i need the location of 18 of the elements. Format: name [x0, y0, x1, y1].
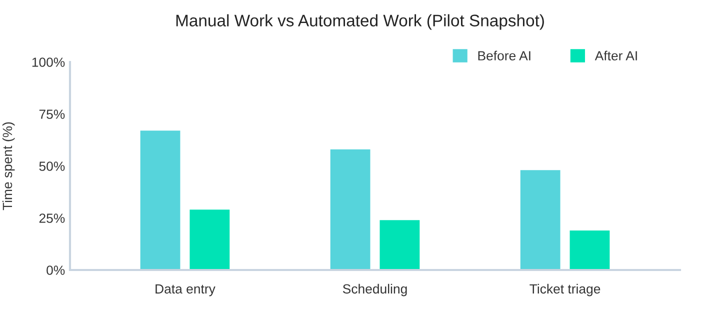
legend-label: After AI [594, 50, 637, 60]
legend-label: Before AI [478, 50, 530, 60]
bar [520, 170, 560, 270]
y-tick-label: 75% [39, 110, 65, 119]
bar [380, 220, 420, 270]
bar [330, 149, 370, 270]
bar [190, 210, 230, 270]
y-tick-label: 25% [39, 214, 65, 223]
x-tick-label: Scheduling [342, 284, 407, 296]
bar [570, 230, 610, 270]
y-tick-label: 50% [39, 162, 65, 171]
chart-title: Manual Work vs Automated Work (Pilot Snapshot) [176, 14, 544, 30]
bar [140, 130, 180, 270]
y-axis-title: Time spent (%) [2, 122, 15, 210]
y-tick-label: 0% [46, 266, 65, 275]
x-tick-label: Ticket triage [530, 284, 600, 296]
x-tick-label: Data entry [156, 284, 216, 296]
y-tick-label: 100% [32, 58, 65, 67]
